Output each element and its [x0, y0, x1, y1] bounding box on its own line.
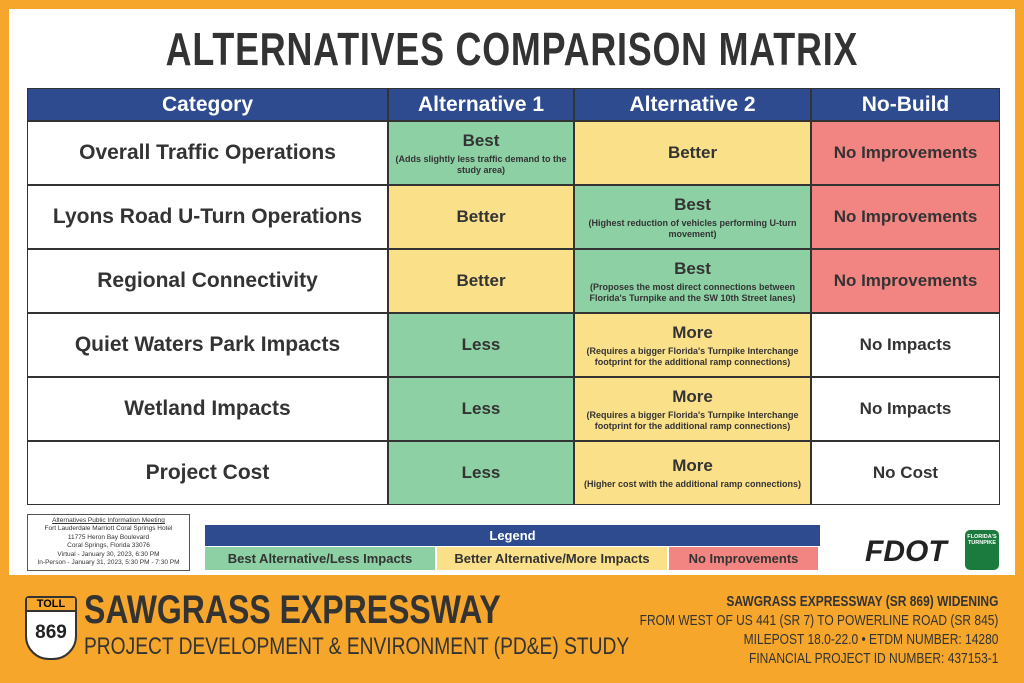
- toll-shield: TOLL 869: [25, 596, 77, 660]
- rating-note: (Higher cost with the additional ramp co…: [583, 479, 801, 489]
- project-name: SAWGRASS EXPRESSWAY: [84, 588, 501, 632]
- info-line: Coral Springs, Florida 33076: [67, 542, 150, 550]
- shield-number: 869: [35, 622, 67, 643]
- rating-note: (Adds slightly less traffic demand to th…: [395, 153, 567, 175]
- rating: Better: [667, 143, 718, 162]
- header-cell: Alternative 2: [574, 88, 811, 121]
- detail-line: FINANCIAL PROJECT ID NUMBER: 437153-1: [748, 650, 998, 667]
- info-line: Fort Lauderdale Marriott Coral Springs H…: [44, 525, 173, 533]
- rating: Best: [674, 258, 711, 278]
- header-cell: Alternative 1: [388, 88, 574, 121]
- rating-cell: Less: [388, 313, 574, 377]
- rating: No Impacts: [859, 335, 952, 354]
- rating-cell: No Cost: [811, 441, 1000, 505]
- legend-item: Best Alternative/Less Impacts: [205, 547, 435, 570]
- header-cell: No-Build: [811, 88, 1000, 121]
- rating: Best: [674, 194, 711, 214]
- rating: No Improvements: [833, 143, 978, 162]
- category-cell: Lyons Road U-Turn Operations: [27, 185, 388, 249]
- rating: Less: [461, 335, 501, 354]
- rating-cell: Best (Proposes the most direct connection…: [574, 249, 811, 313]
- category-cell: Regional Connectivity: [27, 249, 388, 313]
- rating-cell: Better: [388, 249, 574, 313]
- rating: Less: [461, 399, 501, 418]
- rating-note: (Requires a bigger Florida's Turnpike In…: [586, 345, 799, 367]
- rating-cell: No Improvements: [811, 121, 1000, 185]
- legend-item: No Improvements: [669, 547, 818, 570]
- detail-line: SAWGRASS EXPRESSWAY (SR 869) WIDENING: [725, 593, 998, 610]
- title: ALTERNATIVES COMPARISON MATRIX: [165, 23, 859, 75]
- rating-cell: Better: [574, 121, 811, 185]
- rating-cell: Best (Highest reduction of vehicles perfo…: [574, 185, 811, 249]
- rating-cell: No Improvements: [811, 185, 1000, 249]
- category-cell: Project Cost: [27, 441, 388, 505]
- legend-item: Better Alternative/More Impacts: [437, 547, 667, 570]
- rating-note: (Proposes the most direct connections be…: [589, 281, 796, 303]
- category-cell: Wetland Impacts: [27, 377, 388, 441]
- category-cell: Overall Traffic Operations: [27, 121, 388, 185]
- rating-cell: More (Higher cost with the additional ram…: [574, 441, 811, 505]
- rating: Better: [456, 271, 506, 290]
- rating: No Cost: [872, 463, 939, 482]
- rating-note: (Highest reduction of vehicles performin…: [588, 217, 797, 239]
- rating: Best: [462, 130, 500, 150]
- rating-cell: Best (Adds slightly less traffic demand t…: [388, 121, 574, 185]
- rating-note: (Requires a bigger Florida's Turnpike In…: [586, 409, 799, 431]
- meeting-info: Alternatives Public Information Meeting F…: [27, 514, 190, 571]
- rating-cell: No Impacts: [811, 313, 1000, 377]
- rating: More: [672, 322, 713, 342]
- rating-cell: No Improvements: [811, 249, 1000, 313]
- rating-cell: Less: [388, 377, 574, 441]
- rating: Less: [461, 463, 501, 482]
- rating-cell: Less: [388, 441, 574, 505]
- legend-title: Legend: [205, 525, 820, 546]
- rating-cell: More (Requires a bigger Florida's Turnpik…: [574, 377, 811, 441]
- project-subtitle: PROJECT DEVELOPMENT & ENVIRONMENT (PD&E)…: [84, 633, 630, 660]
- rating-cell: No Impacts: [811, 377, 1000, 441]
- rating: No Improvements: [833, 207, 978, 226]
- rating: Better: [456, 207, 506, 226]
- category-cell: Quiet Waters Park Impacts: [27, 313, 388, 377]
- rating: More: [672, 456, 713, 475]
- info-line: Virtual - January 30, 2023, 6:30 PM: [57, 550, 160, 558]
- header-cell: Category: [27, 88, 388, 121]
- rating: No Improvements: [833, 271, 978, 290]
- fdot-logo: FDOT: [865, 535, 947, 568]
- detail-line: FROM WEST OF US 441 (SR 7) TO POWERLINE …: [639, 612, 998, 629]
- project-details: SAWGRASS EXPRESSWAY (SR 869) WIDENING FRO…: [639, 592, 998, 668]
- info-line: In-Person - January 31, 2023, 5:30 PM - …: [37, 559, 180, 567]
- info-line: 11775 Heron Bay Boulevard: [67, 533, 150, 541]
- title-wrap: ALTERNATIVES COMPARISON MATRIX: [0, 22, 1024, 76]
- rating-cell: More (Requires a bigger Florida's Turnpik…: [574, 313, 811, 377]
- rating: More: [672, 386, 713, 406]
- detail-line: MILEPOST 18.0-22.0 • ETDM NUMBER: 14280: [743, 631, 998, 648]
- rating: No Impacts: [859, 399, 952, 418]
- shield-top: TOLL: [27, 598, 75, 612]
- info-line: Alternatives Public Information Meeting: [52, 517, 165, 524]
- rating-cell: Better: [388, 185, 574, 249]
- turnpike-logo: FLORIDA'S TURNPIKE: [965, 530, 999, 570]
